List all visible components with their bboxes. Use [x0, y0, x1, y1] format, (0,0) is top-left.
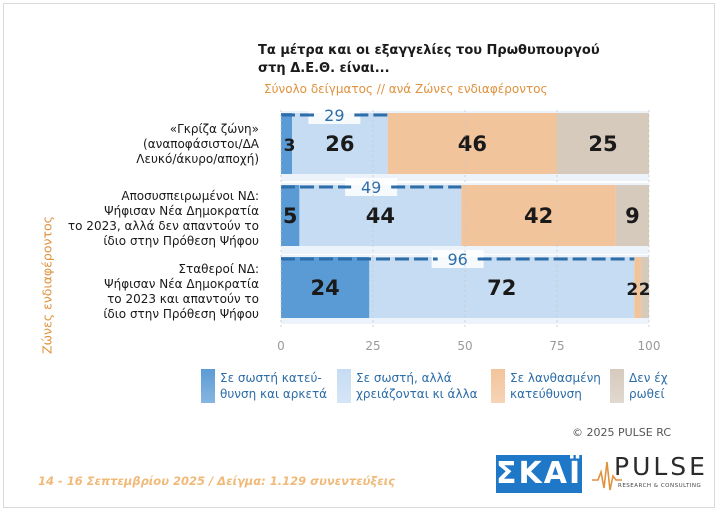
legend-swatch-series-4	[610, 369, 624, 403]
category-line: Ψήφισαν Νέα Δημοκρατία	[104, 277, 259, 291]
pulse-wave-icon	[592, 461, 622, 491]
category-line: ίδιο στην Πρόθεση Ψήφου	[103, 307, 259, 321]
category-line: Λευκό/άκυρο/αποχή)	[136, 152, 259, 166]
category-label-gray-zone: «Γκρίζα ζώνη» (αναποφάσιστοι/ΔΑ Λευκό/άκ…	[136, 122, 259, 167]
x-tick-label: 75	[549, 339, 564, 353]
bar-segment	[461, 185, 616, 246]
legend-line: Δεν έχ	[629, 371, 668, 385]
legend-line: Σε λανθασμένη	[510, 371, 601, 385]
legend-item-series-2: Σε σωστή, αλλά χρειάζονται κι άλλα	[356, 370, 478, 402]
legend-swatch-series-2	[337, 369, 351, 403]
bar-segment	[387, 113, 557, 174]
category-label-stable-nd: Σταθεροί ΝΔ: Ψήφισαν Νέα Δημοκρατία το 2…	[103, 262, 259, 322]
data-label: 24	[311, 276, 340, 300]
copyright-text: © 2025 PULSE RC	[572, 426, 672, 439]
category-line: ίδιο στην Πρόθεση Ψήφου	[103, 234, 259, 248]
data-label: 46	[458, 132, 487, 156]
footer-fieldwork-info: 14 - 16 Σεπτεμβρίου 2025 / Δείγμα: 1.129…	[38, 474, 395, 488]
chart-title: Τα μέτρα και οι εξαγγελίες του Πρωθυπουρ…	[258, 42, 678, 78]
category-line: το 2023 και απαντούν το	[107, 292, 259, 306]
title-line-1: Τα μέτρα και οι εξαγγελίες του Πρωθυπουρ…	[258, 43, 600, 58]
category-line: Σταθεροί ΝΔ:	[178, 262, 259, 276]
category-label-disengaged-nd: Αποσυσπειρωμένοι ΝΔ: Ψήφισαν Νέα Δημοκρα…	[68, 189, 259, 249]
legend-swatch-series-1	[201, 369, 215, 403]
legend-line: θυνση και αρκετά	[220, 387, 328, 401]
bar-segment	[369, 257, 635, 318]
pulse-logo-word: PULSE	[614, 452, 708, 481]
legend-line: κατεύθυνση	[510, 387, 582, 401]
legend-line: χρειάζονται κι άλλα	[356, 387, 478, 401]
x-tick-label: 50	[457, 339, 472, 353]
legend-item-series-4: Δεν έχ ρωθεί	[629, 370, 668, 402]
data-label: 2	[626, 280, 638, 300]
category-line: «Γκρίζα ζώνη»	[169, 122, 259, 136]
legend-item-series-3: Σε λανθασμένη κατεύθυνση	[510, 370, 601, 402]
legend-line: Σε σωστή, αλλά	[356, 371, 452, 385]
pulse-logo: PULSE RESEARCH & CONSULTING	[592, 452, 705, 494]
sum-label: 96	[447, 250, 467, 269]
bar-segment	[615, 185, 649, 246]
data-label: 5	[283, 204, 298, 228]
sum-label-background	[345, 178, 398, 196]
sum-label-background	[431, 250, 484, 268]
data-label: 72	[487, 276, 516, 300]
bar-segment	[641, 257, 649, 318]
data-label: 3	[284, 136, 296, 156]
bar-segment	[281, 257, 370, 318]
data-label: 26	[325, 132, 354, 156]
data-label: 44	[366, 204, 395, 228]
category-line: Ψήφισαν Νέα Δημοκρατία	[104, 204, 259, 218]
bar-segment	[557, 113, 649, 174]
pulse-logo-subtitle: RESEARCH & CONSULTING	[618, 483, 702, 489]
data-label: 2	[639, 280, 651, 300]
legend-item-series-1: Σε σωστή κατεύ- θυνση και αρκετά	[220, 370, 327, 402]
legend-line: ρωθεί	[629, 387, 665, 401]
x-tick-label: 100	[638, 339, 661, 353]
bar-segment	[281, 185, 300, 246]
sum-label-background	[308, 106, 361, 124]
x-tick-label: 25	[365, 339, 380, 353]
bar-segment	[634, 257, 642, 318]
bar-segment	[281, 113, 293, 174]
category-line: το 2023, αλλά δεν απαντούν το	[67, 219, 259, 233]
sum-label: 49	[361, 178, 381, 197]
title-line-2: στη Δ.Ε.Θ. είναι...	[258, 61, 390, 76]
legend-swatch-series-3	[491, 369, 505, 403]
skai-logo: ΣΚΑΪ	[496, 455, 583, 493]
category-line: (αναποφάσιστοι/ΔΑ	[143, 137, 259, 151]
data-label: 25	[588, 132, 617, 156]
legend-line: Σε σωστή κατεύ-	[220, 371, 322, 385]
category-line: Αποσυσπειρωμένοι ΝΔ:	[121, 189, 259, 203]
data-label: 9	[625, 204, 640, 228]
data-label: 42	[524, 204, 553, 228]
x-tick-label: 0	[277, 339, 285, 353]
chart-subtitle: Σύνολο δείγματος // ανά Ζώνες ενδιαφέρον…	[264, 82, 548, 96]
sum-label: 29	[324, 106, 344, 125]
